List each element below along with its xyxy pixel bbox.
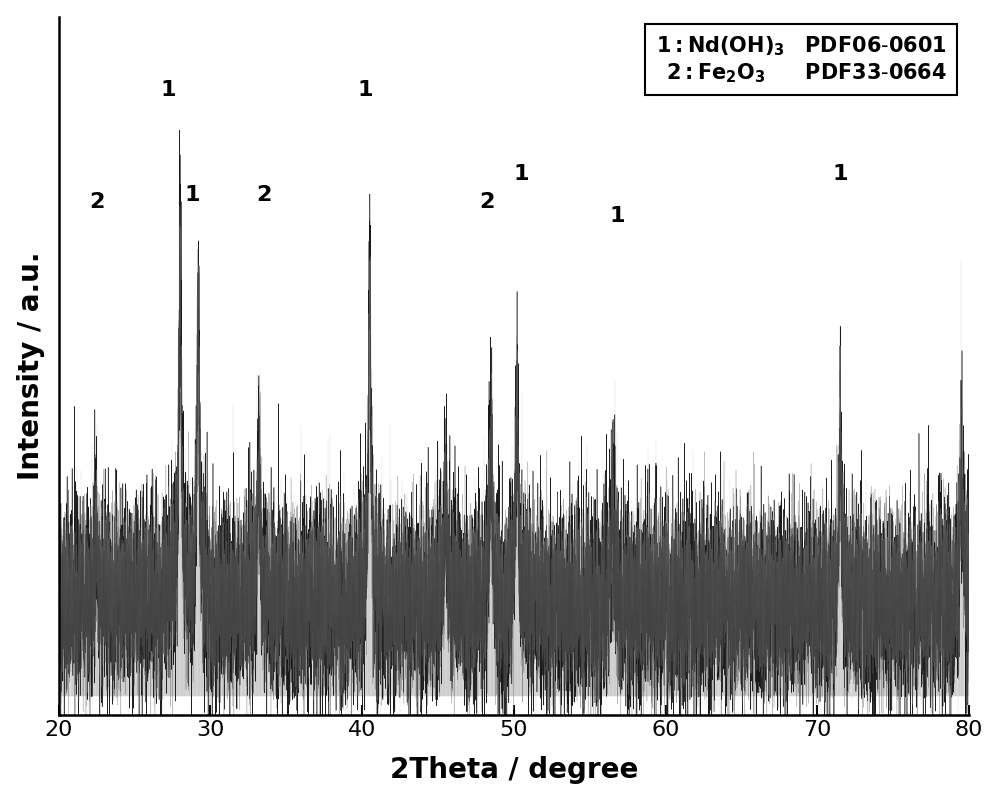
Text: 2: 2 [256,185,271,205]
X-axis label: 2Theta / degree: 2Theta / degree [390,756,638,784]
Text: 1: 1 [609,206,625,226]
Text: 1: 1 [832,164,848,184]
Y-axis label: Intensity / a.u.: Intensity / a.u. [17,252,45,480]
Text: 1: 1 [184,185,200,205]
Text: 2: 2 [479,192,494,212]
Text: 1: 1 [514,164,529,184]
Text: 1: 1 [357,80,373,100]
Text: $\mathbf{1: Nd(OH)_3}$   $\mathbf{PDF06\text{-}0601}$
$\mathbf{2: Fe_2O_3}$     : $\mathbf{1: Nd(OH)_3}$ $\mathbf{PDF06\te… [656,34,946,85]
Text: 2: 2 [89,192,104,212]
Text: 1: 1 [160,80,176,100]
